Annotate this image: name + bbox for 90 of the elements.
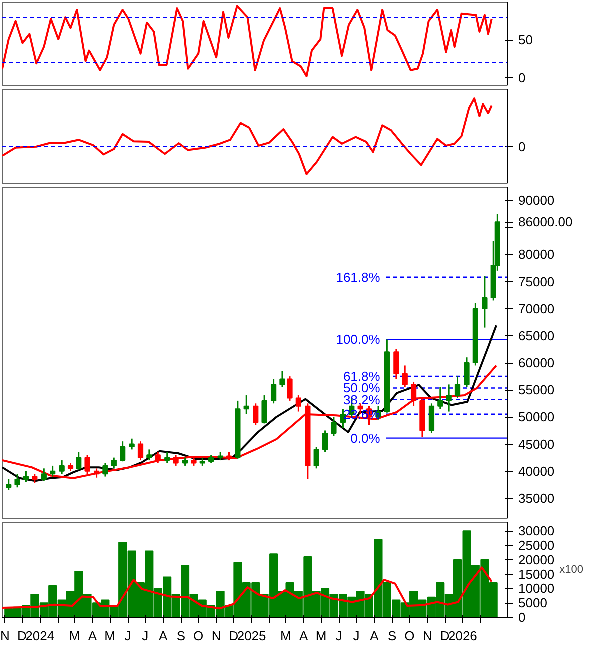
y-tick-label: 80000: [518, 247, 555, 262]
y-tick-label: 5000: [518, 596, 548, 611]
line-series: [2, 364, 498, 480]
x-tick-label: M: [69, 628, 80, 644]
line-series: [2, 5, 493, 78]
x-tick-label: S: [388, 628, 398, 644]
y-tick-label: 70000: [518, 301, 555, 316]
candlestick: [138, 440, 144, 462]
y-tick-label: 86000.00: [518, 214, 573, 230]
y-tick-label: 50: [518, 32, 533, 48]
candlestick: [270, 378, 277, 404]
candlestick: [253, 402, 259, 426]
y-tick-label: 55000: [518, 382, 555, 398]
y-tick-label: 75000: [518, 274, 555, 290]
candlestick: [164, 452, 170, 464]
x-tick-label: 2025: [237, 628, 266, 644]
candlestick: [331, 416, 337, 437]
y-tick-label: 30000: [518, 524, 555, 539]
annotation: 100.0%: [336, 332, 381, 348]
y-tick-label: 60000: [518, 356, 555, 371]
candlestick: [59, 460, 65, 475]
y-tick-label: 15000: [518, 566, 555, 582]
candlestick: [464, 356, 470, 388]
annotation: 23.6%: [343, 406, 381, 422]
candlestick: [314, 446, 320, 470]
x-tick-label: O: [404, 628, 415, 644]
x-tick-label: M: [280, 628, 292, 644]
candlestick: [394, 348, 400, 380]
x-tick-label: J: [142, 628, 149, 644]
candlestick: [129, 438, 135, 450]
y-tick-label: 10000: [518, 581, 555, 596]
candlestick: [41, 468, 47, 482]
candlestick: [84, 454, 90, 475]
candlestick: [146, 448, 152, 462]
x-tick-label: D: [17, 628, 27, 644]
x-tick-label: J: [336, 628, 342, 644]
x-tick-label: M: [104, 628, 116, 644]
x-tick-label: A: [370, 628, 380, 644]
candlestick: [402, 364, 408, 388]
annotation: 161.8%: [336, 270, 381, 285]
y-tick-label: 65000: [518, 328, 555, 344]
candlestick: [287, 376, 293, 402]
x-tick-label: M: [316, 628, 327, 644]
candlestick: [155, 452, 161, 464]
x-tick-label: A: [158, 628, 168, 644]
candlestick: [50, 465, 56, 478]
candlestick: [296, 394, 302, 413]
y-tick-label: 0: [518, 610, 526, 625]
y-tick-label: 25000: [518, 538, 555, 554]
y-tick-label: 35000: [518, 490, 555, 506]
candlestick: [244, 394, 250, 416]
candlestick: [102, 462, 108, 478]
candlestick: [322, 430, 328, 454]
y-tick-label: 0: [518, 70, 526, 86]
candlestick: [111, 457, 117, 470]
candlestick: [120, 440, 126, 462]
x-tick-label: A: [88, 628, 98, 644]
x-tick-label: D: [440, 628, 450, 644]
candlestick: [410, 381, 417, 408]
candlestick: [173, 454, 179, 467]
candlestick: [454, 376, 461, 399]
y-tick-label: 90000: [518, 193, 555, 208]
x-tick-label: D: [229, 628, 239, 644]
x-tick-label: N: [422, 628, 432, 644]
x-tick-label: N: [0, 628, 10, 644]
x-tick-label: S: [176, 628, 186, 644]
x-tick-label: 2024: [26, 628, 55, 644]
candlestick: [280, 370, 286, 388]
x-tick-label: A: [300, 628, 309, 644]
text: x100: [560, 564, 584, 576]
x-tick-label: O: [194, 628, 204, 644]
candlestick: [32, 473, 38, 484]
y-tick-label: 45000: [518, 436, 555, 452]
x-tick-label: J: [124, 628, 132, 644]
line-series: [2, 566, 493, 610]
candlestick: [438, 386, 444, 410]
x-tick-label: J: [353, 628, 360, 644]
candlestick: [6, 478, 12, 492]
x-tick-label: 2026: [448, 628, 478, 644]
x-tick-label: N: [212, 628, 222, 644]
candlestick: [23, 470, 30, 483]
y-tick-label: 20000: [518, 552, 555, 568]
candlestick: [446, 384, 452, 413]
annotation: 0.0%: [350, 430, 381, 446]
y-tick-label: 50000: [518, 410, 555, 425]
candlestick: [14, 473, 20, 488]
y-tick-label: 40000: [518, 464, 555, 479]
candlestick: [262, 394, 268, 424]
candlestick: [482, 276, 488, 329]
candlestick: [76, 452, 82, 472]
